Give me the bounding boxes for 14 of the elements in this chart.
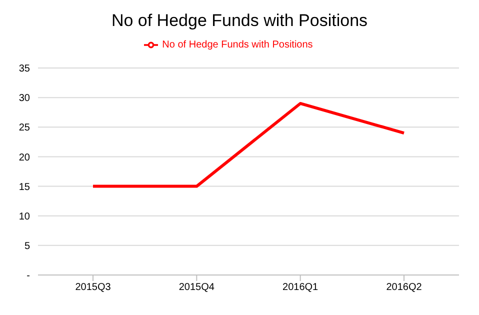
y-tick-label: 5 [24, 240, 30, 252]
x-tick-label: 2016Q2 [386, 282, 422, 294]
x-tick-label: 2015Q4 [178, 282, 215, 294]
x-tick-label: 2016Q1 [282, 282, 319, 294]
y-tick-label: 10 [18, 211, 30, 222]
y-tick-label: 20 [18, 152, 30, 164]
legend-label: No of Hedge Funds with Positions [162, 40, 313, 51]
y-tick-label: 35 [18, 64, 30, 75]
y-tick-label: - [26, 270, 30, 282]
x-tick-label: 2015Q3 [75, 282, 112, 294]
chart-title: No of Hedge Funds with Positions [110, 10, 369, 32]
y-tick-label: 15 [18, 182, 30, 193]
y-tick-label: 30 [18, 93, 30, 104]
y-tick-label: 25 [18, 122, 30, 134]
